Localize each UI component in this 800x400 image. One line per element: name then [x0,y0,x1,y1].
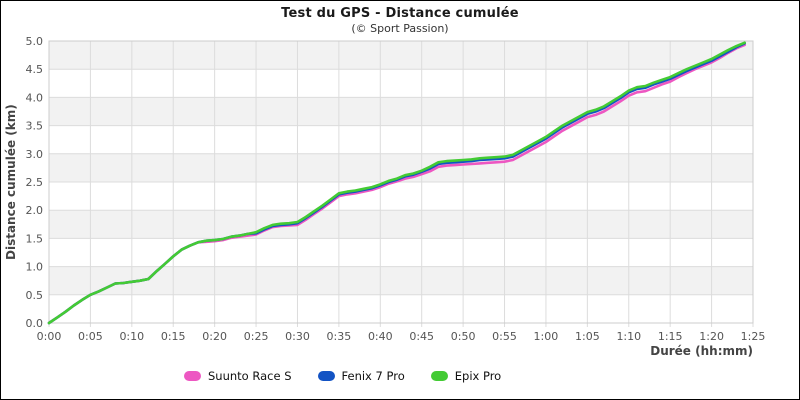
svg-text:0:30: 0:30 [285,330,310,343]
svg-text:1:15: 1:15 [658,330,683,343]
plot-bands [49,41,753,295]
svg-text:0:40: 0:40 [368,330,393,343]
legend-label: Epix Pro [454,369,502,383]
legend-item-fenix-7-pro: Fenix 7 Pro [317,369,405,383]
chart-title: Test du GPS - Distance cumulée [281,6,519,21]
svg-text:0:05: 0:05 [78,330,103,343]
svg-text:0.5: 0.5 [26,289,44,302]
svg-text:1:10: 1:10 [616,330,641,343]
y-tick-labels: 0.0 0.5 1.0 1.5 2.0 2.5 3.0 3.5 4.0 4.5 5.0 [26,35,44,330]
series-line-epix-pro [47,41,747,325]
svg-text:4.5: 4.5 [26,63,44,76]
legend-item-suunto-race-s: Suunto Race S [184,369,292,383]
svg-text:2.5: 2.5 [26,176,44,189]
svg-text:0:00: 0:00 [37,330,62,343]
x-tick-labels: 0:00 0:05 0:10 0:15 0:20 0:25 0:30 0:35 0:40 0:45… [37,330,766,343]
svg-text:1.0: 1.0 [26,261,44,274]
y-axis-title: Distance cumulée (km) [4,104,18,260]
svg-text:5.0: 5.0 [26,35,44,48]
legend-swatch-icon [430,371,448,381]
legend-label: Suunto Race S [208,369,292,383]
svg-text:0:35: 0:35 [327,330,352,343]
svg-text:0:25: 0:25 [244,330,269,343]
legend-swatch-icon [317,371,335,381]
chart-subtitle: (© Sport Passion) [351,22,449,35]
svg-text:0:10: 0:10 [119,330,144,343]
legend-item-epix-pro: Epix Pro [430,369,502,383]
svg-text:1:20: 1:20 [699,330,724,343]
svg-text:1:05: 1:05 [575,330,600,343]
x-axis-title: Durée (hh:mm) [650,344,753,358]
svg-text:0:15: 0:15 [161,330,186,343]
svg-text:0:45: 0:45 [409,330,434,343]
svg-text:3.5: 3.5 [26,120,44,133]
plot-gridlines [48,40,754,327]
svg-text:4.0: 4.0 [26,91,44,104]
chart-legend: Suunto Race S Fenix 7 Pro Epix Pro [184,369,501,383]
svg-text:0:20: 0:20 [202,330,227,343]
svg-text:3.0: 3.0 [26,148,44,161]
svg-text:2.0: 2.0 [26,204,44,217]
legend-swatch-icon [184,371,201,381]
legend-label: Fenix 7 Pro [341,369,405,383]
plot-border [48,40,754,324]
svg-text:0.0: 0.0 [26,317,44,330]
svg-text:0:50: 0:50 [451,330,476,343]
svg-text:1.5: 1.5 [26,232,44,245]
svg-text:1:00: 1:00 [534,330,559,343]
svg-text:0:55: 0:55 [492,330,517,343]
svg-text:1:25: 1:25 [741,330,766,343]
